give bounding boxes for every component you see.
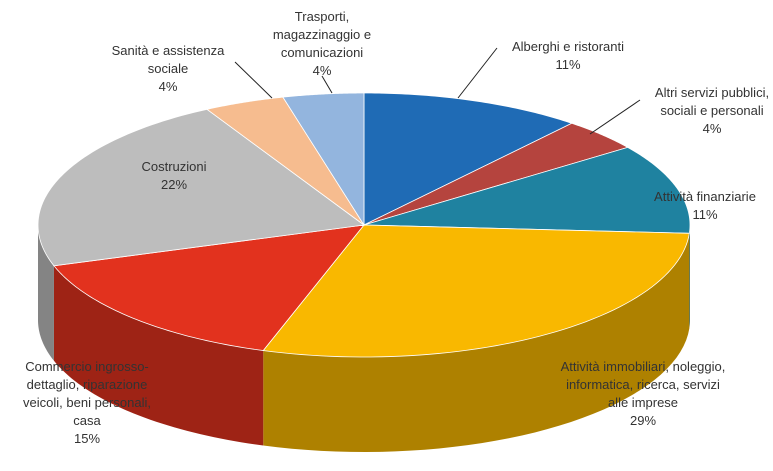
category-name: Sanità e assistenza sociale [111,43,225,76]
leader-line [457,47,498,99]
slice-side [38,225,54,361]
category-name: Alberghi e ristoranti [512,39,624,54]
category-name: Costruzioni [141,159,207,174]
slice [282,92,365,227]
value-label: 11% [692,207,718,222]
slice-label: Sanità e assistenza sociale 4% [93,42,243,96]
leader-line [321,75,333,94]
slice [53,224,365,351]
slice-side [689,225,690,329]
slice [262,224,690,358]
slice-label: Attività finanziarie 11% [635,188,773,224]
value-label: 4% [312,63,332,78]
slice-label: Alberghi e ristoranti 11% [483,38,653,74]
slice-label: Altri servizi pubblici, sociali e person… [637,84,773,138]
value-label: 4% [158,79,178,94]
category-name: Attività finanziarie [654,189,756,204]
slice [37,108,366,267]
slice [363,92,573,226]
leader-line [589,99,641,135]
value-label: 11% [555,57,581,72]
value-label: 22% [160,177,188,192]
pie-tops [37,92,691,358]
slice [363,146,691,234]
category-name: Commercio ingrosso-dettaglio, riparazion… [23,359,151,428]
value-label: 4% [702,121,722,136]
slice-label: Commercio ingrosso-dettaglio, riparazion… [12,358,162,448]
slice [206,96,365,226]
leader-line [234,61,273,99]
slice-label: Costruzioni 22% [124,158,224,194]
slice-side [263,233,690,452]
slice-side [53,265,264,446]
category-name: Altri servizi pubblici, sociali e person… [654,85,770,118]
value-label: 29% [629,413,657,428]
slice [363,122,629,226]
pie-sides [38,225,690,452]
category-name: Attività immobiliari, noleggio, informat… [560,359,726,410]
value-label: 15% [73,431,101,446]
slice-label: Attività immobiliari, noleggio, informat… [558,358,728,430]
slice-label: Trasporti, magazzinaggio e comunicazioni… [252,8,392,80]
category-name: Trasporti, magazzinaggio e comunicazioni [272,9,372,60]
